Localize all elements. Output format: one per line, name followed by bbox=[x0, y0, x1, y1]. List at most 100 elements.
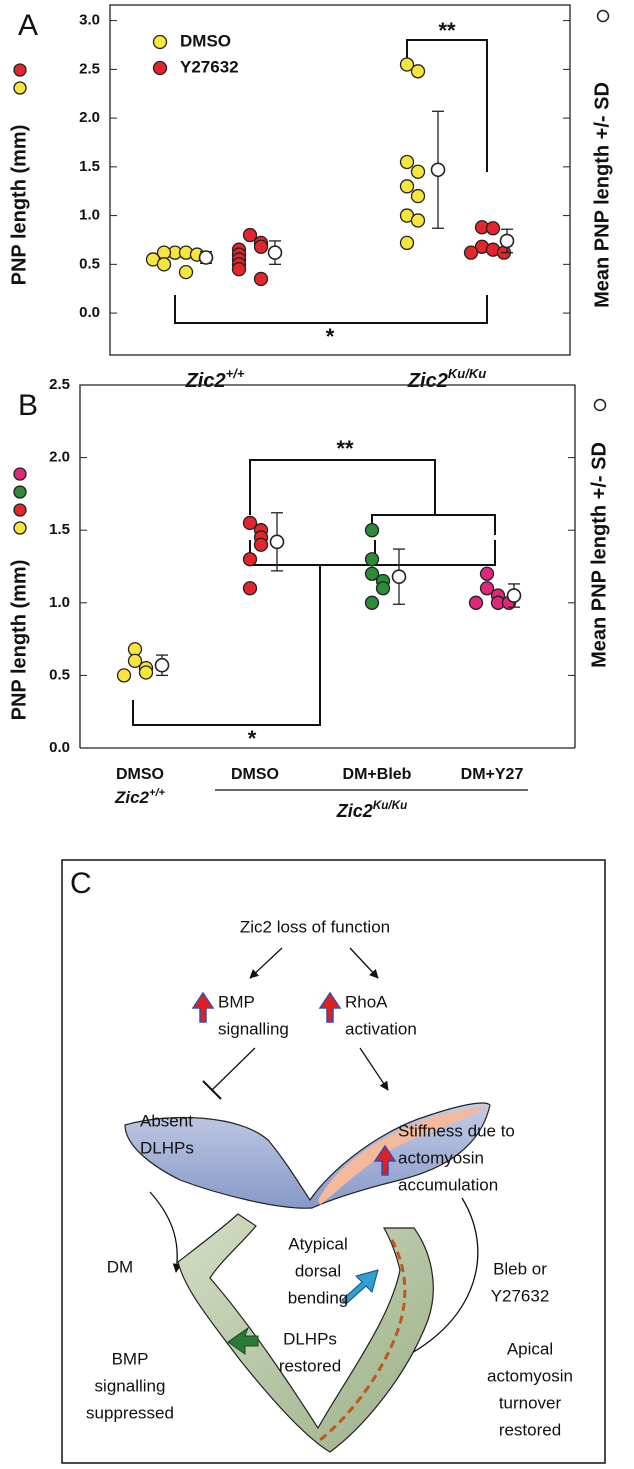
dot bbox=[242, 581, 258, 596]
y-tick-label: 0.5 bbox=[79, 255, 100, 272]
legend-dot bbox=[13, 503, 27, 517]
legend-label: DMSO bbox=[180, 31, 231, 50]
dot bbox=[399, 57, 415, 72]
dot bbox=[399, 154, 415, 170]
y-tick-label: 0.0 bbox=[79, 304, 100, 321]
label: Zic2Ku/Ku bbox=[336, 799, 407, 821]
label-text: Zic2 bbox=[114, 788, 150, 807]
diagram-label: Apical bbox=[507, 1339, 553, 1358]
dot bbox=[463, 245, 479, 260]
dot bbox=[242, 227, 258, 243]
dot bbox=[116, 668, 132, 683]
y-tick-label: 1.5 bbox=[49, 521, 70, 538]
diagram-label: DM bbox=[107, 1257, 133, 1276]
mean-marker bbox=[269, 534, 285, 550]
panel-label: A bbox=[18, 9, 38, 42]
label-sup: Ku/Ku bbox=[448, 366, 486, 381]
y-tick-label: 2.5 bbox=[79, 60, 100, 77]
y-tick-label: 1.5 bbox=[79, 158, 100, 175]
dot bbox=[364, 523, 380, 538]
bracket bbox=[174, 295, 488, 324]
y2-axis-label: Mean PNP length +/- SD bbox=[588, 442, 610, 668]
dot bbox=[485, 221, 501, 236]
diagram-label: DLHPs bbox=[283, 1329, 337, 1348]
bracket bbox=[132, 540, 496, 726]
dot bbox=[127, 653, 143, 669]
diagram-label: actomyosin bbox=[398, 1148, 484, 1167]
dot bbox=[399, 235, 415, 251]
bracket bbox=[406, 39, 488, 172]
diagram-label: Atypical bbox=[288, 1234, 348, 1253]
dot bbox=[364, 552, 380, 567]
mean-marker bbox=[391, 569, 407, 584]
x-tick-label: DMSO bbox=[116, 766, 164, 783]
y-tick-label: 1.0 bbox=[79, 207, 100, 224]
dot bbox=[231, 262, 247, 277]
panel-label: B bbox=[18, 389, 38, 422]
y-tick-label: 2.0 bbox=[49, 449, 70, 466]
bracket bbox=[371, 514, 496, 535]
annotation: * bbox=[248, 726, 257, 751]
dot bbox=[364, 566, 380, 581]
x-tick-label: DMSO bbox=[231, 766, 279, 783]
dot bbox=[479, 566, 495, 581]
y-tick-label: 0.0 bbox=[49, 739, 70, 756]
diagram-label: restored bbox=[499, 1420, 561, 1439]
diagram-label: dorsal bbox=[295, 1261, 341, 1280]
diagram-label: signalling bbox=[218, 1019, 289, 1038]
dot bbox=[410, 188, 426, 204]
plot-frame bbox=[109, 4, 571, 356]
diagram-label: accumulation bbox=[398, 1175, 498, 1194]
diagram-label: signalling bbox=[95, 1376, 166, 1395]
y-tick-label: 0.5 bbox=[49, 666, 70, 683]
y-axis-label: PNP length (mm) bbox=[8, 560, 30, 721]
dot bbox=[468, 595, 484, 610]
bracket bbox=[249, 459, 436, 515]
diagram-label: DLHPs bbox=[140, 1138, 194, 1157]
diagram-label: bending bbox=[288, 1288, 349, 1307]
label-sup: +/+ bbox=[226, 366, 245, 381]
dot bbox=[364, 595, 380, 610]
label: Zic2+/+ bbox=[185, 366, 245, 392]
y-tick-label: 2.0 bbox=[79, 109, 100, 126]
label-text: Zic2 bbox=[185, 370, 226, 392]
dot bbox=[410, 164, 426, 179]
label-sup: Ku/Ku bbox=[373, 799, 407, 812]
x-tick-label: DM+Bleb bbox=[343, 766, 412, 783]
dot bbox=[399, 179, 415, 194]
y2-symbol bbox=[593, 398, 607, 412]
diagram-label: Bleb or bbox=[493, 1259, 547, 1278]
dot bbox=[253, 271, 269, 287]
dot bbox=[156, 257, 172, 272]
y2-axis-label: Mean PNP length +/- SD bbox=[591, 82, 613, 308]
dot bbox=[253, 537, 269, 552]
diagram-label: actomyosin bbox=[487, 1366, 573, 1385]
diagram-label: turnover bbox=[499, 1393, 562, 1412]
y2-symbol bbox=[596, 9, 610, 23]
panel-label: C bbox=[70, 867, 92, 900]
legend-dot bbox=[13, 485, 27, 499]
annotation: * bbox=[326, 324, 335, 349]
legend-dot bbox=[152, 34, 168, 50]
label-sup: +/+ bbox=[149, 787, 166, 799]
diagram-label: suppressed bbox=[86, 1403, 174, 1422]
diagram-label: restored bbox=[279, 1356, 341, 1375]
legend-dot bbox=[13, 81, 27, 95]
mean-marker bbox=[506, 588, 522, 603]
label-text: Zic2 bbox=[336, 801, 373, 821]
label: Zic2Ku/Ku bbox=[407, 366, 486, 392]
x-tick-label: DM+Y27 bbox=[461, 766, 524, 783]
annotation: ** bbox=[336, 436, 354, 461]
legend-dot bbox=[13, 63, 27, 77]
diagram-label: activation bbox=[345, 1019, 417, 1038]
mean-marker bbox=[198, 250, 214, 265]
label: Zic2+/+ bbox=[114, 787, 166, 808]
plot-frame bbox=[79, 384, 576, 748]
diagram-label: Zic2 loss of function bbox=[240, 917, 390, 936]
mean-marker bbox=[267, 245, 283, 260]
dot bbox=[242, 552, 258, 567]
diagram-shapes bbox=[124, 947, 491, 1453]
y-tick-label: 1.0 bbox=[49, 594, 70, 611]
y-tick-label: 3.0 bbox=[79, 12, 100, 29]
